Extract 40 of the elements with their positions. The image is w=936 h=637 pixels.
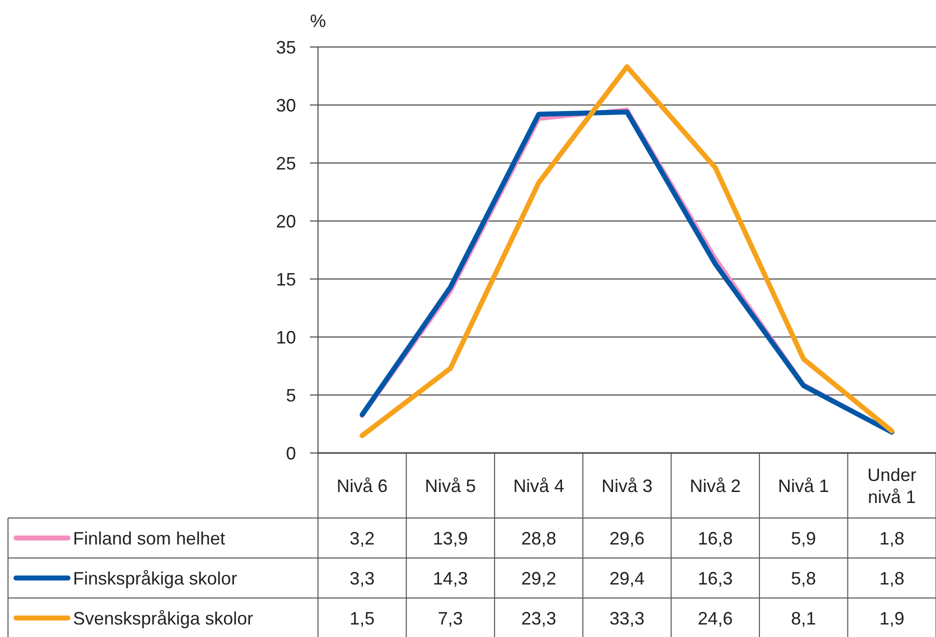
legend-label: Finskspråkiga skolor xyxy=(73,568,238,588)
data-label: 5,8 xyxy=(791,568,816,588)
data-label: 14,3 xyxy=(432,568,468,588)
data-label: 16,8 xyxy=(698,528,733,548)
data-label: 8,1 xyxy=(791,608,816,628)
legend-label: Svenskspråkiga skolor xyxy=(73,608,254,628)
x-tick-label: Nivå 4 xyxy=(513,476,564,496)
x-tick-label: Nivå 1 xyxy=(778,476,830,496)
data-label: 1,5 xyxy=(350,608,375,628)
y-axis-title: % xyxy=(310,11,326,31)
y-tick-label: 15 xyxy=(276,269,296,290)
x-tick-label: Nivå 6 xyxy=(336,476,388,496)
data-label: 1,9 xyxy=(879,608,904,628)
y-tick-label: 10 xyxy=(276,327,296,348)
data-label: 28,8 xyxy=(521,528,556,548)
data-label: 29,4 xyxy=(609,568,645,588)
y-tick-label: 0 xyxy=(286,443,296,464)
data-label: 29,2 xyxy=(521,568,556,588)
data-label: 33,3 xyxy=(609,608,645,628)
data-label: 24,6 xyxy=(698,608,733,628)
data-label: 13,9 xyxy=(432,528,468,548)
x-tick-label: Nivå 5 xyxy=(424,476,476,496)
y-tick-label: 35 xyxy=(276,37,296,58)
data-label: 3,2 xyxy=(350,528,375,548)
x-tick-label: Under nivå 1 xyxy=(867,464,916,507)
legend-label: Finland som helhet xyxy=(73,528,226,548)
y-tick-label: 20 xyxy=(276,211,296,232)
x-tick-label: Nivå 3 xyxy=(601,476,653,496)
data-label: 16,3 xyxy=(698,568,733,588)
x-tick-label: Nivå 2 xyxy=(690,476,741,496)
y-tick-label: 25 xyxy=(276,153,296,174)
data-label: 29,6 xyxy=(609,528,645,548)
data-label: 7,3 xyxy=(438,608,463,628)
data-label: 1,8 xyxy=(879,568,904,588)
data-label: 23,3 xyxy=(521,608,556,628)
y-tick-label: 5 xyxy=(286,385,296,406)
data-label: 3,3 xyxy=(350,568,375,588)
data-label: 1,8 xyxy=(879,528,904,548)
y-tick-label: 30 xyxy=(276,95,296,116)
data-label: 5,9 xyxy=(791,528,816,548)
